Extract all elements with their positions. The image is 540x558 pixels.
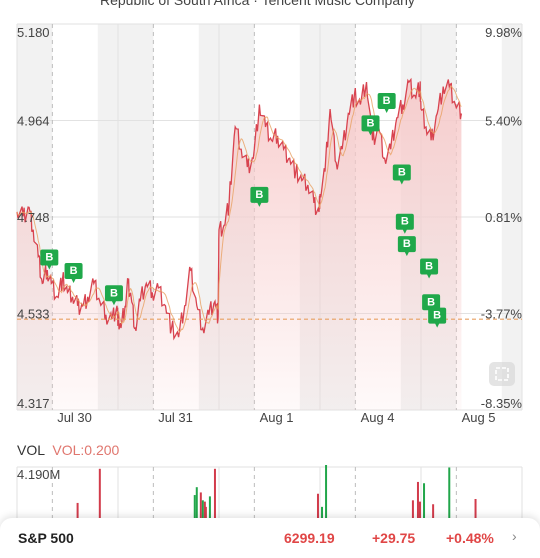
index-ticker-bar[interactable]: S&P 500 6299.19 +29.75 +0.48% › — [0, 518, 540, 558]
volume-bar — [416, 481, 419, 540]
buy-marker-label: B — [433, 310, 441, 322]
buy-marker-label: B — [110, 287, 118, 299]
average-line — [16, 85, 462, 334]
buy-marker: B — [428, 307, 447, 328]
volume-value: VOL:0.200 — [52, 442, 120, 458]
index-name: S&P 500 — [18, 530, 74, 546]
volume-bar — [213, 468, 216, 540]
page-title: Republic of South Africa · Tencent Music… — [100, 0, 415, 8]
buy-marker-shape — [377, 92, 396, 113]
y-tick-right: -3.77% — [481, 307, 523, 322]
y-tick-left: 4.964 — [17, 114, 50, 129]
buy-marker-label: B — [255, 189, 263, 201]
index-change: +29.75 — [372, 530, 416, 546]
index-change-pct: +0.48% — [446, 530, 494, 546]
volume-bar — [193, 495, 196, 540]
volume-bar — [325, 465, 328, 540]
buy-marker-label: B — [427, 296, 435, 308]
buy-marker-shape — [392, 164, 411, 185]
y-tick-right: -8.35% — [481, 396, 523, 411]
buy-marker-shape — [104, 285, 123, 306]
buy-marker: B — [361, 115, 380, 136]
y-tick-left: 4.533 — [17, 307, 50, 322]
buy-marker: B — [104, 285, 123, 306]
buy-marker-label: B — [398, 167, 406, 179]
y-tick-left: 4.317 — [17, 396, 50, 411]
volume-bar — [195, 487, 198, 540]
y-tick-right: 0.81% — [485, 210, 522, 225]
x-tick-date: Aug 1 — [260, 410, 294, 425]
volume-bar — [448, 467, 451, 540]
zoom-icon[interactable] — [489, 362, 515, 386]
x-tick-date: Jul 30 — [57, 410, 92, 425]
volume-bar — [98, 468, 101, 540]
buy-marker: B — [395, 213, 414, 234]
price-area — [16, 77, 463, 410]
buy-marker-label: B — [401, 216, 409, 228]
buy-marker: B — [250, 186, 269, 207]
y-tick-left: 4.748 — [17, 210, 50, 225]
volume-bar — [199, 492, 202, 540]
x-tick-date: Aug 5 — [462, 410, 496, 425]
volume-bar — [423, 483, 426, 540]
chevron-right-icon[interactable]: › — [512, 528, 517, 544]
buy-marker-label: B — [45, 252, 53, 264]
buy-marker-shape — [361, 115, 380, 136]
buy-marker-shape — [397, 236, 416, 257]
x-tick-date: Aug 4 — [361, 410, 395, 425]
buy-marker-label: B — [383, 95, 391, 107]
y-tick-right: 5.40% — [485, 114, 522, 129]
volume-label: VOL — [17, 442, 45, 458]
y-tick-right: 9.98% — [485, 25, 522, 40]
top-title-bar: Republic of South Africa · Tencent Music… — [0, 0, 540, 8]
buy-marker: B — [40, 249, 59, 270]
right-y-axis: 9.98% 5.40% 0.81% -3.77% -8.35% — [481, 25, 523, 411]
buy-marker: B — [64, 262, 83, 283]
buy-marker-shape — [420, 258, 439, 279]
volume-bar — [316, 493, 319, 540]
buy-marker-shape — [64, 262, 83, 283]
buy-marker-shape — [40, 249, 59, 270]
buy-marker-shape — [395, 213, 414, 234]
buy-marker-label: B — [425, 260, 433, 272]
buy-marker-shape — [250, 186, 269, 207]
buy-marker: B — [377, 92, 396, 113]
x-axis-dates: Jul 30 Jul 31 Aug 1 Aug 4 Aug 5 — [57, 410, 495, 425]
x-tick-date: Jul 31 — [158, 410, 193, 425]
left-y-axis: 5.180 4.964 4.748 4.533 4.317 — [17, 25, 50, 411]
index-price: 6299.19 — [284, 530, 335, 546]
buy-marker: B — [420, 258, 439, 279]
volume-header: VOL VOL:0.200 — [17, 442, 119, 458]
volume-max-tick: 4.190M — [17, 467, 61, 482]
y-tick-left: 5.180 — [17, 25, 50, 40]
buy-marker-shape — [428, 307, 447, 328]
buy-marker-label: B — [403, 238, 411, 250]
buy-marker-label: B — [367, 117, 375, 129]
buy-marker: B — [392, 164, 411, 185]
price-fill — [17, 79, 462, 410]
buy-marker: B — [397, 236, 416, 257]
buy-marker-label: B — [70, 265, 78, 277]
